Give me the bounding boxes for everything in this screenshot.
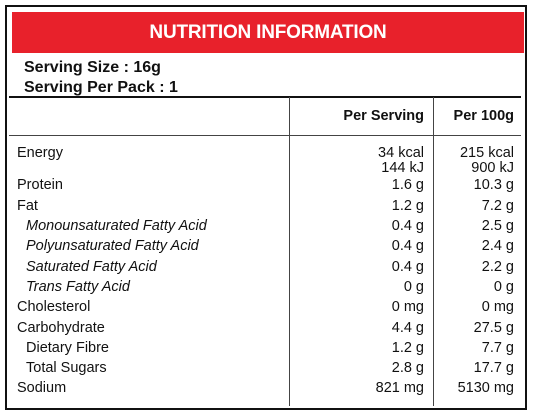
nutrient-label: Dietary Fibre bbox=[26, 340, 109, 356]
per-serving-value: 144 kJ bbox=[381, 160, 424, 176]
per-serving-value: 0.4 g bbox=[391, 218, 424, 234]
per-100g-value: 5130 mg bbox=[457, 380, 514, 396]
per-serving-value: 0 g bbox=[403, 279, 424, 295]
nutrient-label: Cholesterol bbox=[17, 299, 91, 315]
per-serving-value: 1.2 g bbox=[391, 340, 424, 356]
per-100g-value: 0 mg bbox=[481, 299, 514, 315]
per-100g-value: 215 kcal bbox=[459, 145, 514, 161]
per-100g-value: 10.3 g bbox=[473, 177, 514, 193]
nutrient-label: Carbohydrate bbox=[17, 320, 105, 336]
nutrient-label: Monounsaturated Fatty Acid bbox=[26, 218, 207, 234]
panel-header: NUTRITION INFORMATION bbox=[12, 12, 524, 53]
per-serving-value: 0.4 g bbox=[391, 238, 424, 254]
nutrient-label: Total Sugars bbox=[26, 360, 107, 376]
per-serving-value: 4.4 g bbox=[391, 320, 424, 336]
per-100g-value: 27.5 g bbox=[473, 320, 514, 336]
per-100g-header: Per 100g bbox=[453, 108, 514, 124]
per-100g-value: 7.2 g bbox=[481, 198, 514, 214]
nutrient-label: Sodium bbox=[17, 380, 67, 396]
per-100g-value: 0 g bbox=[493, 279, 514, 295]
per-serving-header: Per Serving bbox=[343, 108, 424, 124]
per-serving-value: 0.4 g bbox=[391, 259, 424, 275]
serving-divider bbox=[9, 96, 521, 98]
nutrient-label: Saturated Fatty Acid bbox=[26, 259, 157, 275]
nutrient-label: Energy bbox=[17, 145, 63, 161]
per-serving-value: 2.8 g bbox=[391, 360, 424, 376]
per-serving-value: 34 kcal bbox=[378, 145, 424, 161]
per-100g-value: 2.4 g bbox=[481, 238, 514, 254]
per-100g-value: 7.7 g bbox=[481, 340, 514, 356]
column-divider bbox=[433, 97, 434, 406]
column-divider bbox=[289, 97, 290, 406]
nutrient-label: Protein bbox=[17, 177, 63, 193]
per-100g-value: 17.7 g bbox=[473, 360, 514, 376]
serving-size: Serving Size : 16g bbox=[24, 59, 161, 76]
per-100g-value: 2.2 g bbox=[481, 259, 514, 275]
nutrition-table: Per Serving Per 100g Energy 34 kcal 215 kc… bbox=[9, 97, 521, 406]
per-serving-value: 1.6 g bbox=[391, 177, 424, 193]
nutrient-label: Polyunsaturated Fatty Acid bbox=[26, 238, 199, 254]
per-100g-value: 900 kJ bbox=[471, 160, 514, 176]
nutrition-panel: NUTRITION INFORMATION Serving Size : 16g… bbox=[5, 5, 527, 410]
per-100g-value: 2.5 g bbox=[481, 218, 514, 234]
nutrient-label: Fat bbox=[17, 198, 38, 214]
header-divider bbox=[9, 135, 521, 136]
serving-per-pack: Serving Per Pack : 1 bbox=[24, 79, 178, 96]
nutrient-label: Trans Fatty Acid bbox=[26, 279, 130, 295]
per-serving-value: 821 mg bbox=[375, 380, 424, 396]
per-serving-value: 0 mg bbox=[391, 299, 424, 315]
table-header-row: Per Serving Per 100g bbox=[9, 97, 521, 135]
per-serving-value: 1.2 g bbox=[391, 198, 424, 214]
